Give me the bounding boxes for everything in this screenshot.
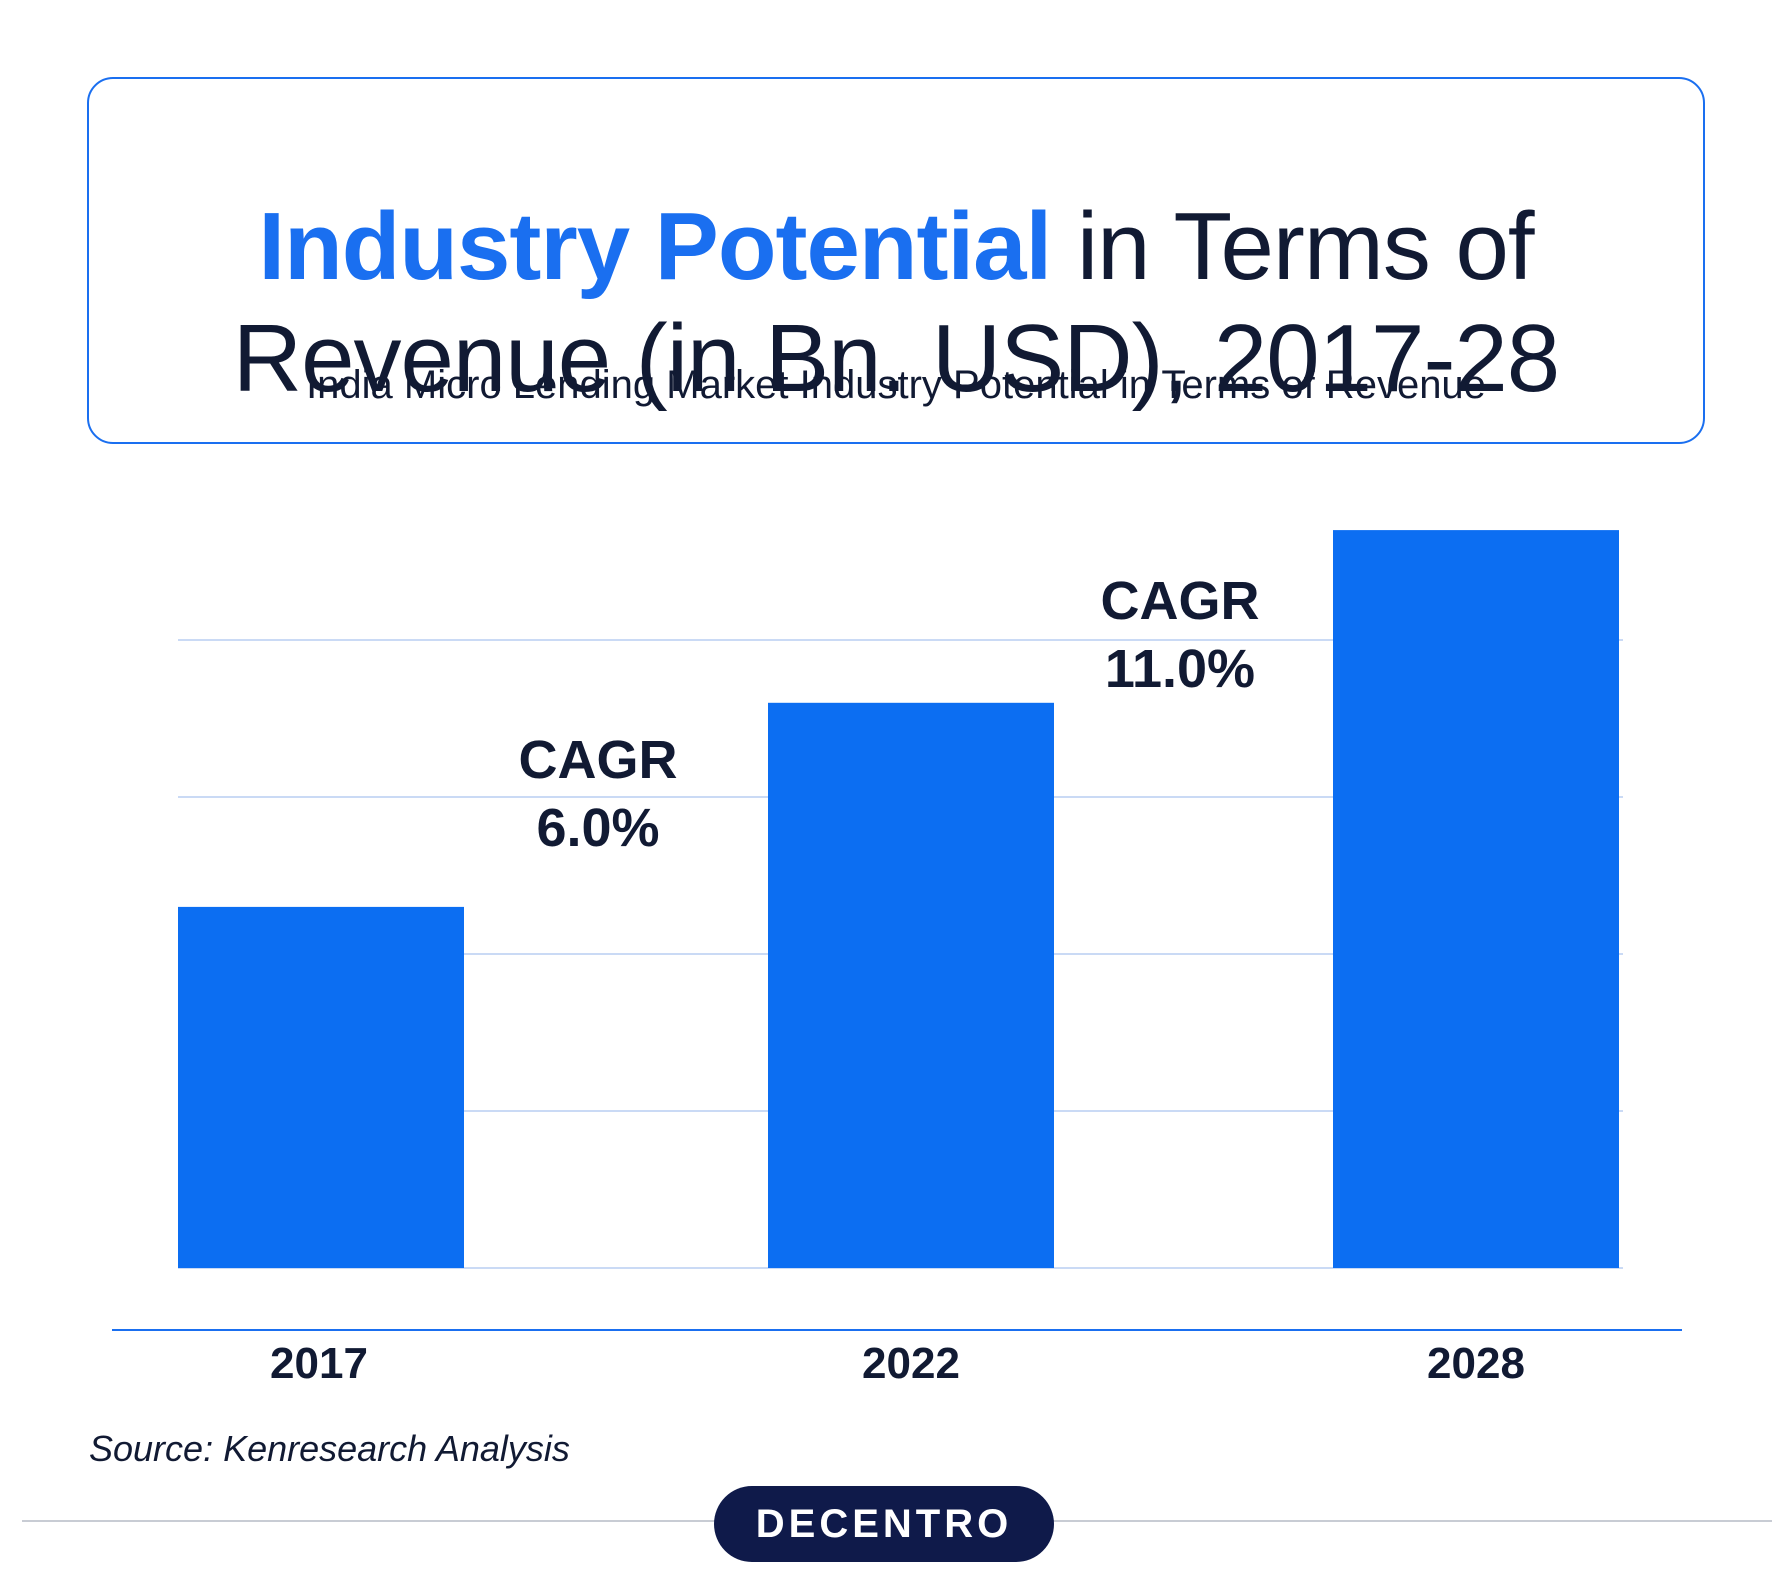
x-tick-label-2028: 2028 — [1427, 1339, 1525, 1388]
chart-title-line-1: Industry Potential in Terms of — [89, 191, 1703, 303]
cagr-annotation-1: CAGR 6.0% — [478, 726, 718, 862]
chart-title-line-2: Revenue (in Bn. USD), 2017-28 — [232, 305, 1560, 412]
source-note: Source: Kenresearch Analysis — [89, 1428, 570, 1469]
chart-subtitle: India Micro Lending Market Industry Pote… — [306, 363, 1486, 407]
x-tick-label-2022: 2022 — [862, 1339, 960, 1388]
cagr-value-2: 11.0% — [1104, 639, 1256, 699]
bar-2017 — [178, 906, 464, 1268]
chart-title-highlight: Industry Potential — [258, 193, 1052, 300]
cagr-label-2: CAGR — [1100, 571, 1260, 631]
chart-title-rest: in Terms of — [1051, 193, 1535, 300]
bar-2022 — [768, 702, 1054, 1268]
x-tick-label-2017: 2017 — [270, 1339, 368, 1388]
cagr-value-1: 6.0% — [536, 798, 660, 858]
cagr-annotation-2: CAGR 11.0% — [1060, 567, 1300, 703]
bars — [178, 530, 1619, 1268]
decentro-logo: DECENTRO — [714, 1486, 1054, 1562]
bar-2028 — [1333, 530, 1619, 1268]
cagr-label-1: CAGR — [518, 730, 678, 790]
title-card: Industry Potential in Terms of Revenue (… — [87, 77, 1705, 444]
